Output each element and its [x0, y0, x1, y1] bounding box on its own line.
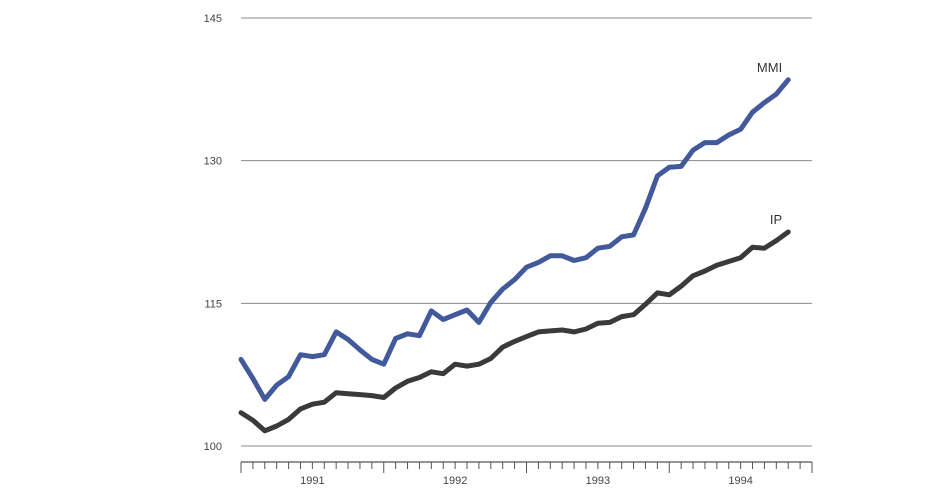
y-tick-label: 130 [204, 156, 222, 168]
series-line-ip [238, 229, 791, 434]
x-tick-label: 1992 [443, 475, 467, 487]
series-labels: MMI IP [757, 60, 782, 227]
y-tick-label: 100 [204, 441, 222, 453]
x-tick-label: 1991 [300, 475, 324, 487]
x-tick-label: 1993 [586, 475, 610, 487]
x-tick-label: 1994 [728, 475, 752, 487]
series-label-ip: IP [770, 212, 782, 227]
x-axis-tick-labels: 1991 1992 1993 1994 [300, 475, 753, 487]
y-tick-label: 115 [204, 298, 222, 310]
series-lines [238, 77, 791, 434]
gridlines [241, 17, 812, 447]
y-axis-tick-labels: 100 115 130 145 [204, 13, 222, 453]
series-line-mmi [238, 77, 791, 402]
y-tick-label: 145 [204, 13, 222, 25]
series-label-mmi: MMI [757, 60, 782, 75]
x-axis-ticks [240, 462, 813, 473]
